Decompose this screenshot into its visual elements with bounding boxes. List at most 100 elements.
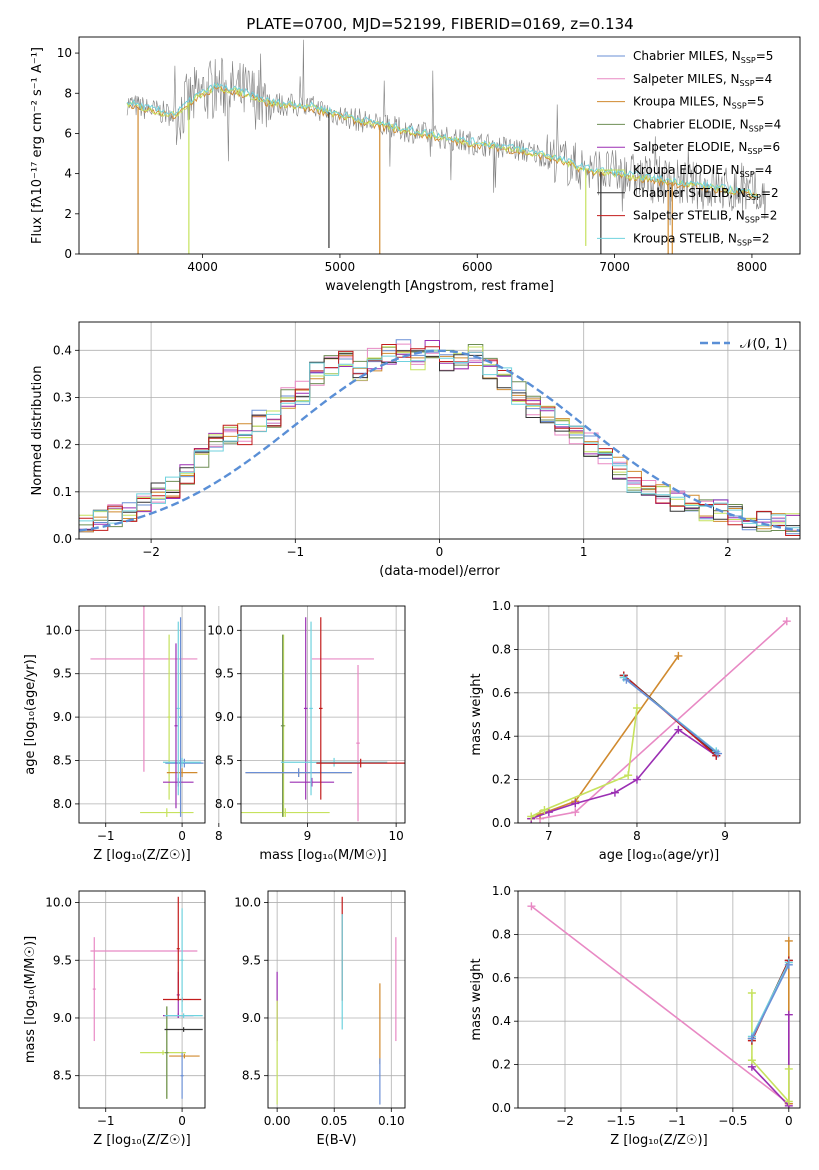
y-axis-label: Flux [fλ10⁻¹⁷ erg cm⁻² s⁻¹ A⁻¹] — [30, 47, 45, 244]
series-line — [530, 655, 680, 820]
tick-label-y: 10 — [57, 46, 72, 60]
figure-title: PLATE=0700, MJD=52199, FIBERID=0169, z=0… — [246, 15, 633, 33]
tick-label-y: 0.3 — [53, 390, 72, 404]
tick-label-y: 4 — [64, 167, 72, 181]
tick-label-x: 6000 — [462, 260, 493, 274]
axes-frame — [267, 890, 406, 1109]
tick-label-y: 0.4 — [492, 1014, 511, 1028]
tick-label-x: −0.5 — [718, 1114, 747, 1128]
tick-label-y: 8.5 — [242, 1069, 261, 1083]
panel-age-vs-Z: −1 0 8.0 8.5 9.0 9.5 10.0 Z [log₁₀(Z/Z☉)] age [l… — [23, 605, 206, 863]
data-point — [571, 808, 580, 817]
grid-age-vs-mass — [218, 606, 405, 823]
panel-mass-vs-Z: −1 0 8.5 9.0 9.5 10.0 Z [log₁₀(Z/Z☉)] mass [log… — [23, 890, 206, 1148]
tick-label-y: 0.1 — [53, 485, 72, 499]
series-line — [530, 707, 638, 818]
axes-frame — [517, 890, 801, 1109]
tick-label-y: 0.0 — [492, 1101, 511, 1115]
legend-entry: Kroupa STELIB, NSSP=2 — [633, 231, 770, 247]
data-point — [784, 1097, 793, 1106]
histogram-kroupa-stelib — [79, 349, 800, 529]
tick-label-y: 8.5 — [215, 754, 234, 768]
legend-entry: Chabrier MILES, NSSP=5 — [633, 49, 773, 65]
legend-entry: Salpeter STELIB, NSSP=2 — [633, 209, 777, 225]
legend-entry: Salpeter ELODIE, NSSP=6 — [633, 140, 780, 156]
tick-label-y: 0.4 — [492, 729, 511, 743]
tick-label-y: 0.8 — [492, 642, 511, 656]
tick-label-y: 9.5 — [53, 667, 72, 681]
tick-label-x: 0.00 — [264, 1114, 291, 1128]
tick-label-y: 0.6 — [492, 971, 511, 985]
x-axis-label: mass [log₁₀(M/M☉)] — [259, 848, 386, 863]
data-point — [632, 775, 641, 784]
series-line — [751, 993, 790, 1104]
data-point — [624, 771, 633, 780]
tick-label-y: 9.0 — [53, 1011, 72, 1025]
tick-label-y: 8.5 — [53, 1069, 72, 1083]
plot-weight-vs-age — [527, 617, 791, 823]
x-axis-label: E(B-V) — [316, 1133, 356, 1148]
tick-label-y: 9.0 — [215, 710, 234, 724]
tick-label-x: −1.5 — [606, 1114, 635, 1128]
data-point — [784, 1010, 793, 1019]
panel-spectrum: 4000 5000 6000 7000 8000 0 2 4 6 8 10 wavelength [A… — [30, 36, 801, 294]
tick-label-x: 8000 — [737, 260, 768, 274]
data-point — [622, 675, 631, 684]
tick-label-y: 1.0 — [492, 884, 511, 898]
tick-label-x: 0 — [785, 1114, 793, 1128]
x-axis-label: (data-model)/error — [379, 564, 500, 579]
plot-mass-vs-Z — [90, 896, 203, 1099]
axes-frame — [78, 605, 206, 824]
axes-frame — [78, 890, 206, 1109]
y-axis-label: Normed distribution — [30, 366, 45, 496]
series-line — [539, 620, 788, 820]
data-point — [527, 902, 536, 911]
y-axis-label: mass weight — [469, 958, 484, 1040]
histogram-salpeter-stelib — [79, 344, 800, 536]
plot-residuals — [79, 339, 800, 536]
tick-label-y: 10.0 — [45, 623, 72, 637]
series-line — [625, 679, 719, 755]
data-point — [784, 1064, 793, 1073]
data-point — [747, 1056, 756, 1065]
tick-label-y: 9.5 — [242, 953, 261, 967]
data-point — [747, 988, 756, 997]
tick-label-y: 9.5 — [53, 953, 72, 967]
y-axis-label: age [log₁₀(age/yr)] — [23, 654, 38, 775]
legend-entry: Chabrier STELIB, NSSP=2 — [633, 186, 779, 202]
y-axis-label: mass weight — [469, 673, 484, 755]
tick-label-y: 0 — [64, 247, 72, 261]
data-point — [747, 1034, 756, 1043]
tick-label-x: 10 — [388, 829, 403, 843]
tick-label-x: −1 — [97, 829, 115, 843]
tick-label-y: 8.0 — [215, 797, 234, 811]
axes-frame — [78, 36, 801, 255]
tick-label-y: 6 — [64, 126, 72, 140]
tick-label-y: 2 — [64, 207, 72, 221]
data-spectrum — [126, 39, 766, 226]
panel-residuals: −2 −1 0 1 2 0.0 0.1 0.2 0.3 0.4 (data-model)/error… — [30, 321, 801, 579]
tick-label-x: 9 — [304, 829, 312, 843]
data-point — [527, 812, 536, 821]
axes-frame — [517, 605, 801, 824]
legend-entry: Kroupa ELODIE, NSSP=4 — [633, 163, 772, 179]
tick-label-x: 2 — [724, 545, 732, 559]
data-point — [571, 799, 580, 808]
tick-label-x: −1 — [286, 545, 304, 559]
tick-label-x: 0.05 — [321, 1114, 348, 1128]
grid-mass-vs-EBV — [268, 891, 405, 1108]
tick-label-x: 8 — [215, 829, 223, 843]
y-axis-label: mass [log₁₀(M/M☉)] — [23, 936, 38, 1063]
tick-label-y: 8.5 — [53, 754, 72, 768]
model-spectrum — [126, 82, 759, 198]
data-point — [540, 805, 549, 814]
tick-label-x: 7 — [545, 829, 553, 843]
tick-label-y: 10.0 — [207, 623, 234, 637]
tick-label-x: 8 — [633, 829, 641, 843]
tick-label-y: 0.2 — [492, 1058, 511, 1072]
x-axis-label: Z [log₁₀(Z/Z☉)] — [93, 1133, 190, 1148]
data-point — [610, 788, 619, 797]
tick-label-y: 0.8 — [492, 927, 511, 941]
data-point — [674, 725, 683, 734]
histogram-chabrier-stelib — [79, 350, 800, 531]
